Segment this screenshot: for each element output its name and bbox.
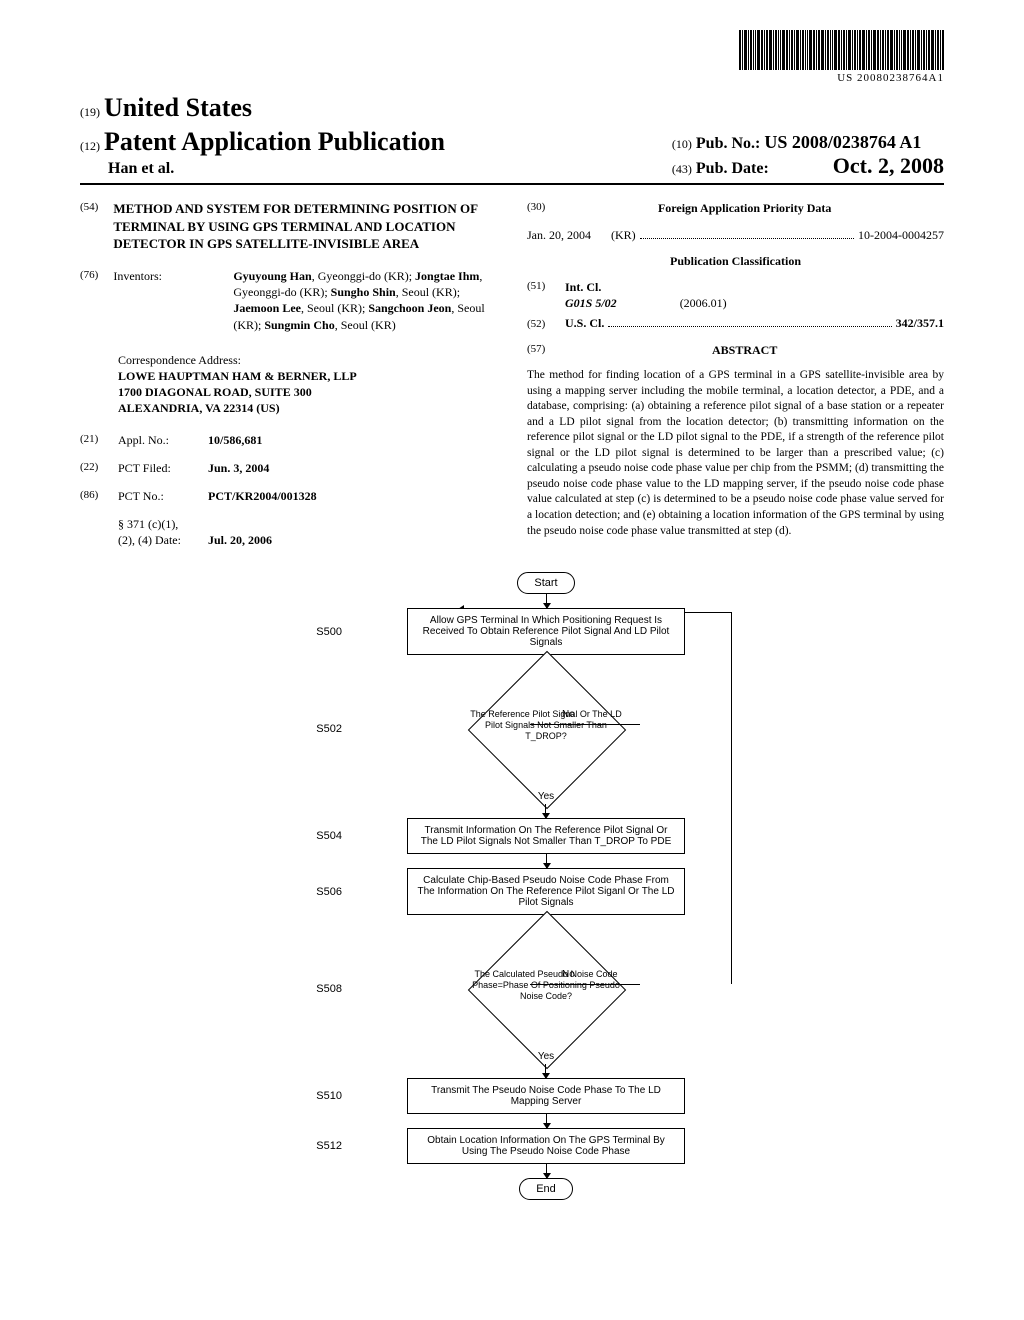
- fc-s504-label: S504: [282, 830, 350, 842]
- pub-date-label: Pub. Date:: [696, 160, 769, 177]
- sec371-label2: (2), (4) Date:: [118, 532, 208, 548]
- intcl-date: (2006.01): [680, 296, 727, 310]
- right-column: (30) Foreign Application Priority Data J…: [527, 200, 944, 552]
- foreign-num: (30): [527, 200, 545, 215]
- abstract-num: (57): [527, 342, 545, 357]
- fc-s500-text: Allow GPS Terminal In Which Positioning …: [407, 608, 685, 655]
- country-num: (19): [80, 105, 100, 119]
- fc-yes-2: Yes: [538, 1051, 554, 1062]
- intcl-num: (51): [527, 279, 565, 311]
- pct-no-label: PCT No.:: [118, 488, 208, 504]
- pct-filed-label: PCT Filed:: [118, 460, 208, 476]
- uscl-num: (52): [527, 317, 565, 332]
- abstract-heading: ABSTRACT: [712, 343, 777, 357]
- pub-type-num: (12): [80, 139, 100, 153]
- fc-s506-label: S506: [282, 886, 350, 898]
- flowchart: Start S500 Allow GPS Terminal In Which P…: [282, 572, 742, 1200]
- pct-no-num: (86): [80, 488, 118, 504]
- correspondence-line3: ALEXANDRIA, VA 22314 (US): [118, 400, 497, 416]
- inventors-label: Inventors:: [113, 268, 233, 333]
- foreign-heading: Foreign Application Priority Data: [658, 201, 831, 215]
- fc-start: Start: [517, 572, 574, 594]
- pub-date: Oct. 2, 2008: [833, 153, 944, 178]
- sec371-label1: § 371 (c)(1),: [118, 516, 208, 532]
- appl-value: 10/586,681: [208, 432, 262, 448]
- fc-s508-label: S508: [282, 983, 350, 995]
- fc-s506-text: Calculate Chip-Based Pseudo Noise Code P…: [407, 868, 685, 915]
- fc-s512-text: Obtain Location Information On The GPS T…: [407, 1128, 685, 1164]
- header-main: (19) United States (12) Patent Applicati…: [80, 91, 944, 185]
- barcode-bars: [739, 30, 944, 70]
- inventors-list-1: Gyuyoung Han: [233, 269, 311, 283]
- patent-page: US 20080238764A1 (19) United States (12)…: [0, 0, 1024, 1230]
- pub-type: Patent Application Publication: [104, 127, 445, 156]
- foreign-country: (KR): [611, 227, 636, 243]
- correspondence-line1: LOWE HAUPTMAN HAM & BERNER, LLP: [118, 368, 497, 384]
- foreign-appno: 10-2004-0004257: [858, 227, 944, 243]
- fc-s512-label: S512: [282, 1140, 350, 1152]
- fc-s502-text: The Reference Pilot Signal Or The LD Pil…: [466, 709, 626, 741]
- content-columns: (54) METHOD AND SYSTEM FOR DETERMINING P…: [80, 200, 944, 552]
- abstract-text: The method for finding location of a GPS…: [527, 368, 944, 539]
- classification-heading: Publication Classification: [527, 253, 944, 269]
- fc-s510-label: S510: [282, 1090, 350, 1102]
- sec371-value: Jul. 20, 2006: [208, 532, 272, 548]
- pct-no-value: PCT/KR2004/001328: [208, 488, 317, 504]
- title-text: METHOD AND SYSTEM FOR DETERMINING POSITI…: [113, 200, 497, 253]
- foreign-date: Jan. 20, 2004: [527, 227, 591, 243]
- authors: Han et al.: [80, 159, 445, 180]
- correspondence-label: Correspondence Address:: [118, 352, 497, 368]
- fc-yes-1: Yes: [538, 791, 554, 802]
- fc-s504-text: Transmit Information On The Reference Pi…: [407, 818, 685, 854]
- barcode-number: US 20080238764A1: [739, 72, 944, 84]
- title-num: (54): [80, 200, 98, 253]
- pct-filed-value: Jun. 3, 2004: [208, 460, 269, 476]
- fc-s508-text: The Calculated Pseudo Noise Code Phase=P…: [466, 969, 626, 1001]
- pub-no: US 2008/0238764 A1: [764, 132, 921, 152]
- appl-num: (21): [80, 432, 118, 448]
- pub-date-num: (43): [672, 162, 692, 176]
- fc-no-1: No: [562, 709, 575, 720]
- inventors-num: (76): [80, 268, 98, 337]
- country: United States: [104, 93, 252, 122]
- fc-no-2: No: [562, 969, 575, 980]
- correspondence-line2: 1700 DIAGONAL ROAD, SUITE 300: [118, 384, 497, 400]
- fc-end: End: [519, 1178, 573, 1200]
- pub-no-num: (10): [672, 137, 692, 151]
- intcl-label: Int. Cl.: [565, 279, 727, 295]
- left-column: (54) METHOD AND SYSTEM FOR DETERMINING P…: [80, 200, 497, 552]
- fc-s500-label: S500: [282, 626, 350, 638]
- fc-s510-text: Transmit The Pseudo Noise Code Phase To …: [407, 1078, 685, 1114]
- fc-s502-label: S502: [282, 723, 350, 735]
- pct-filed-num: (22): [80, 460, 118, 476]
- uscl-code: 342/357.1: [896, 315, 944, 331]
- pub-no-label: Pub. No.:: [696, 135, 760, 152]
- intcl-code: G01S 5/02: [565, 296, 617, 310]
- barcode-block: US 20080238764A1: [80, 30, 944, 86]
- appl-label: Appl. No.:: [118, 432, 208, 448]
- uscl-label: U.S. Cl.: [565, 315, 604, 331]
